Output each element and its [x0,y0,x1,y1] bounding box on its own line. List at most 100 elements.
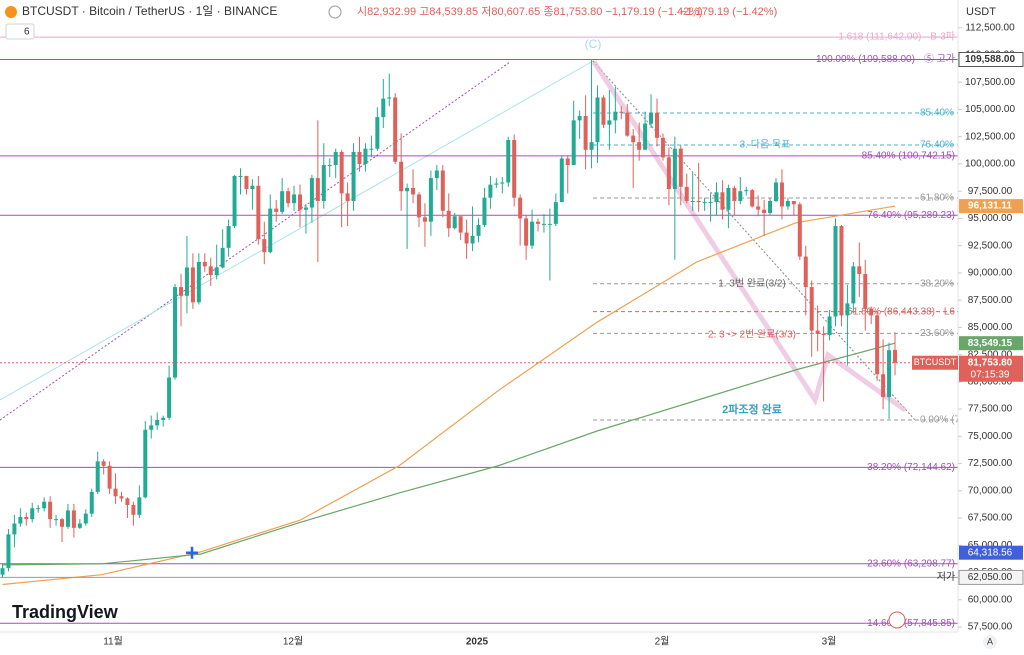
candle-body [321,165,326,201]
annotation: 3. 다음 목표 [740,139,791,151]
candle-body [547,223,552,225]
candle-body [589,142,594,150]
x-tick-label: 2월 [655,636,670,648]
candle-body [530,221,535,246]
candle-body [536,221,540,224]
eye-icon[interactable] [328,5,342,19]
candle-body [232,175,237,227]
candle-body [107,465,112,489]
y-tick-label: 90,000.00 [968,268,1013,279]
y-tick-label: 95,000.00 [968,213,1013,224]
candle-body [714,192,719,203]
candle-body [702,202,707,204]
candle-body [720,192,725,210]
candle-body [60,519,64,527]
y-tick-label: 57,500.00 [968,622,1013,633]
moving-average [2,342,896,566]
ohlc: 시82,932.99 고84,539.85 저80,607.65 종81,753… [357,5,703,18]
annotation: 2파조정 완료 [722,402,782,416]
candle-body [149,425,154,430]
candle-body [333,151,338,166]
candle-body [411,187,416,195]
candle-body [6,534,11,569]
x-tick-label: 3월 [822,636,837,648]
y-tick-label: 77,500.00 [968,404,1013,415]
candle-body [327,165,332,167]
candle-body [583,116,588,150]
candle-body [393,97,398,162]
candle-body [399,161,404,192]
flash-icon[interactable] [888,611,906,629]
candle-body [875,315,880,375]
candle-body [779,182,784,207]
y-tick-label: 67,500.00 [968,513,1013,524]
candle-body [357,151,362,164]
candle-body [601,97,606,125]
symbol-icon [5,6,17,18]
candle-body [803,256,808,288]
y-tick-label: 75,000.00 [968,431,1013,442]
y-tick-label: 70,000.00 [968,485,1013,496]
candle-body [101,461,106,466]
candle-body [458,216,463,233]
y-tick-label: 85,000.00 [968,322,1013,333]
candle-body [280,191,285,212]
high-label-box [958,51,1024,67]
countdown: 07:15:39 [971,369,1010,380]
candle-body [36,508,41,510]
level-label: 85.40% (100,742.15) [862,151,955,162]
level-label: 100.00% (109,588.00) · ⑤ 고가 [816,53,955,65]
candle-body [119,496,124,499]
candle-body [553,202,558,224]
candle-body [672,148,677,190]
candle-body [89,491,94,514]
axis-mode-button[interactable] [983,635,997,649]
candle-body [643,123,648,150]
level-label: 38.20% (72,144.62) [867,462,955,473]
currency[interactable]: USDT [966,6,996,18]
candle-body [524,218,529,246]
candle-body [250,185,255,190]
marker-label-box [959,545,1023,560]
indicator-toggle[interactable] [5,23,35,40]
candle-body [440,170,445,211]
candle-body [851,266,856,304]
candle-body [137,497,142,515]
candle-body [345,193,350,201]
moving-average [2,205,896,586]
candle-body [256,185,261,240]
current-price: 81,753.80 [968,357,1013,368]
level-label: 61.80% (86,443.38) · L6 [847,306,955,317]
candle-body [262,239,267,253]
low-tag: 저가 [937,571,955,583]
candle-body [184,267,189,296]
candle-body [827,316,832,336]
candle-body [446,210,451,229]
annotation: (C) [585,37,602,51]
candle-body [512,139,517,198]
cross-marker [186,546,198,559]
y-tick-label: 60,000.00 [968,594,1013,605]
price-label: 96,131.11 [968,201,1012,212]
candle-body [77,523,82,528]
candle-body [65,510,70,527]
candle-body [464,232,469,244]
candle-body [24,516,29,520]
candle-body [518,197,523,219]
candle-body [809,287,814,331]
y-tick-label: 97,500.00 [968,186,1013,197]
candle-body [131,504,136,515]
candle-body [83,513,88,524]
y-tick-label: 102,500.00 [965,131,1015,142]
x-tick-label: 12월 [283,636,303,648]
candle-body [887,350,892,398]
candle-body [869,308,874,316]
candle-body [12,523,17,535]
level-label: 61.80% ( [920,193,961,204]
candle-body [738,191,743,201]
axis-mode: A [987,636,993,646]
level-label: 85.40% ( [920,108,961,119]
candle-body [732,187,737,201]
candle-body [750,190,755,207]
price-label: 83,549.15 [968,338,1013,349]
